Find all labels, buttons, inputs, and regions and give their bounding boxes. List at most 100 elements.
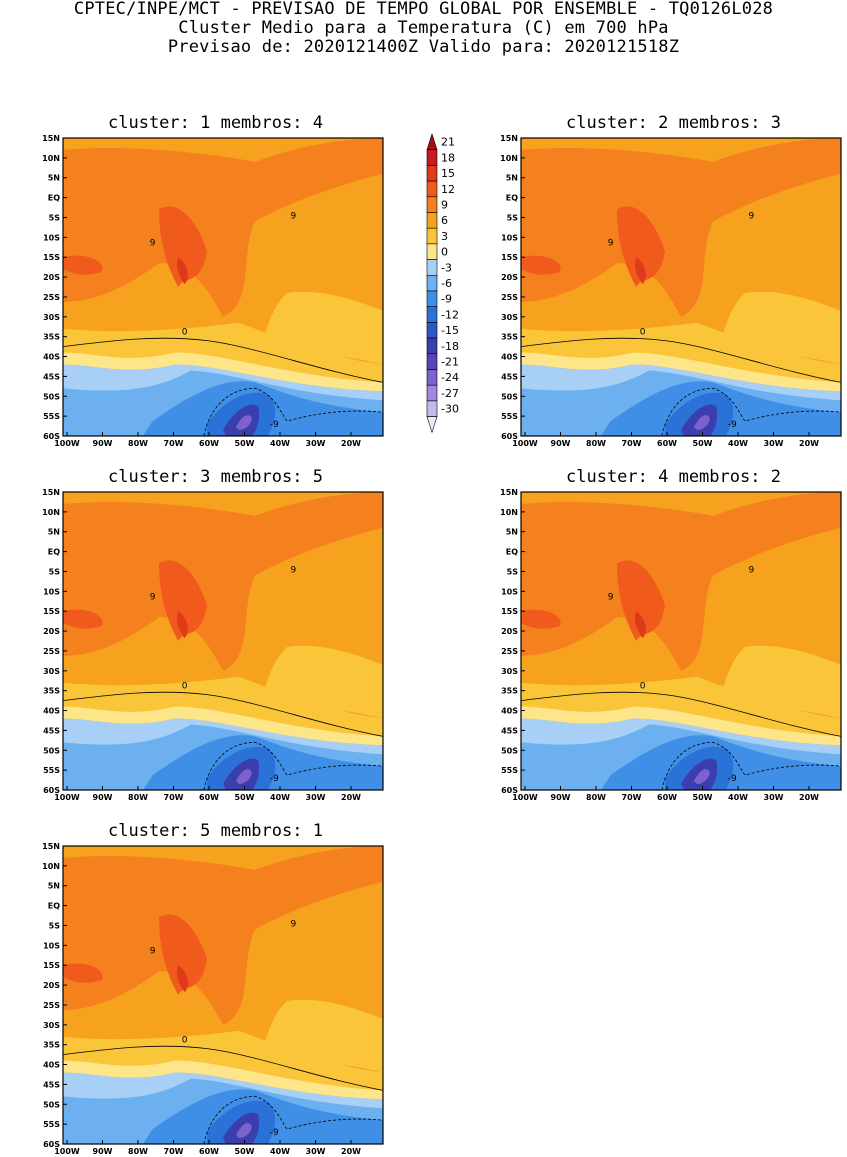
temperature-band (521, 138, 841, 317)
zero-isotherm (521, 692, 841, 736)
colorbar-swatch (426, 227, 438, 245)
lat-label: 45S (501, 726, 518, 735)
lat-label: EQ (506, 548, 518, 557)
lon-label: 50W (693, 793, 713, 802)
colorbar-label: 12 (441, 183, 455, 196)
lat-label: 10S (501, 587, 518, 596)
temperature-band (63, 560, 207, 641)
lon-label: 100W (512, 439, 538, 448)
colorbar-swatch (426, 275, 438, 292)
lon-label: 50W (693, 439, 713, 448)
colorbar-swatch (426, 369, 438, 386)
lat-label: 25S (43, 293, 60, 302)
lat-label: 5N (48, 882, 60, 891)
lon-label: 90W (551, 793, 571, 802)
colorbar-label: -18 (441, 340, 459, 353)
temperature-band (521, 322, 841, 383)
lat-label: 15S (43, 961, 60, 970)
lon-label: 90W (93, 1147, 113, 1156)
colorbar-label: -21 (441, 356, 459, 369)
colorbar-label: -30 (441, 403, 459, 416)
temperature-field (63, 846, 383, 1144)
lat-label: 15N (500, 134, 518, 143)
temperature-band (63, 914, 207, 995)
contour-label-minus-9: -9 (270, 774, 279, 784)
temperature-band (521, 676, 841, 737)
lat-label: 50S (43, 392, 60, 401)
lat-label: EQ (48, 548, 60, 557)
temperature-band (235, 415, 252, 431)
lat-label: 50S (43, 746, 60, 755)
colorbar-label: -24 (441, 371, 459, 384)
lat-label: 25S (43, 647, 60, 656)
temperature-band (176, 611, 188, 639)
temperature-field (63, 492, 383, 790)
lat-label: 10N (42, 154, 60, 163)
colorbar-swatch (426, 306, 438, 323)
header-line-1: CPTEC/INPE/MCT - PREVISAO DE TEMPO GLOBA… (73, 0, 774, 19)
temperature-band (235, 769, 252, 785)
header-line-2: Cluster Medio para a Temperatura (C) em … (178, 18, 669, 38)
lat-label: 25S (501, 293, 518, 302)
temperature-band (63, 1030, 383, 1091)
colorbar-label: -6 (441, 277, 452, 290)
lat-label: 30S (501, 667, 518, 676)
minus-9-isotherm (662, 742, 841, 790)
contour-label-minus-9: -9 (270, 1128, 279, 1138)
lat-label: 60S (43, 786, 60, 795)
lat-label: 15N (42, 488, 60, 497)
contour-label-9: 9 (608, 592, 614, 602)
map-frame (62, 137, 384, 437)
lon-label: 80W (128, 793, 148, 802)
panel-1-title: cluster: 1 membros: 4 (108, 113, 323, 133)
panel-4-title: cluster: 4 membros: 2 (566, 467, 781, 487)
lat-label: 55S (43, 766, 60, 775)
colorbar-label: 21 (441, 136, 455, 149)
colorbar-label: 0 (441, 246, 448, 259)
lat-label: EQ (48, 194, 60, 203)
temperature-band (176, 965, 188, 993)
lon-label: 80W (586, 439, 606, 448)
minus-9-isotherm (204, 1096, 383, 1144)
colorbar-label: -9 (441, 293, 452, 306)
lat-label: 5S (49, 567, 61, 576)
lat-label: 5N (48, 174, 60, 183)
lat-label: 20S (501, 273, 518, 282)
lat-label: 20S (43, 627, 60, 636)
lon-label: 40W (270, 793, 290, 802)
colorbar-label: 6 (441, 214, 448, 227)
contour-label-9: 9 (150, 238, 156, 248)
map-panel-2: 9 9 0 -9 15N 10N 5N EQ 5S 10S 15S 20S 25S 30S 35S 40S 45… (500, 134, 842, 448)
contour-label-0: 0 (182, 1036, 188, 1046)
contour-label-9: 9 (749, 211, 755, 221)
lon-label: 30W (764, 793, 784, 802)
map-frame (520, 137, 842, 437)
lon-label: 50W (235, 793, 255, 802)
temperature-band (693, 769, 710, 785)
lat-label: 40S (43, 707, 60, 716)
lon-label: 90W (551, 439, 571, 448)
colorbar-label: -27 (441, 387, 459, 400)
temperature-band (63, 1060, 383, 1100)
lat-label: 50S (43, 1100, 60, 1109)
lat-label: 50S (501, 746, 518, 755)
lat-label: EQ (506, 194, 518, 203)
lat-label: 10S (43, 233, 60, 242)
lon-label: 40W (728, 793, 748, 802)
lat-label: 5N (48, 528, 60, 537)
lat-label: 10N (42, 862, 60, 871)
lon-label: 60W (199, 793, 219, 802)
lat-label: 25S (501, 647, 518, 656)
lon-label: 50W (235, 1147, 255, 1156)
lon-label: 40W (270, 439, 290, 448)
lon-label: 20W (799, 793, 819, 802)
map-panel-1: 9 9 0 -9 15N 10N 5N EQ 5S 10S 15S 20S 25S 30S 35S 40S 45… (42, 134, 384, 448)
temperature-field (521, 138, 841, 436)
lat-label: 40S (501, 707, 518, 716)
temperature-band (521, 206, 665, 287)
lat-label: 35S (43, 687, 60, 696)
lat-label: 60S (43, 1140, 60, 1149)
colorbar-swatch (426, 196, 438, 213)
lon-label: 60W (199, 1147, 219, 1156)
